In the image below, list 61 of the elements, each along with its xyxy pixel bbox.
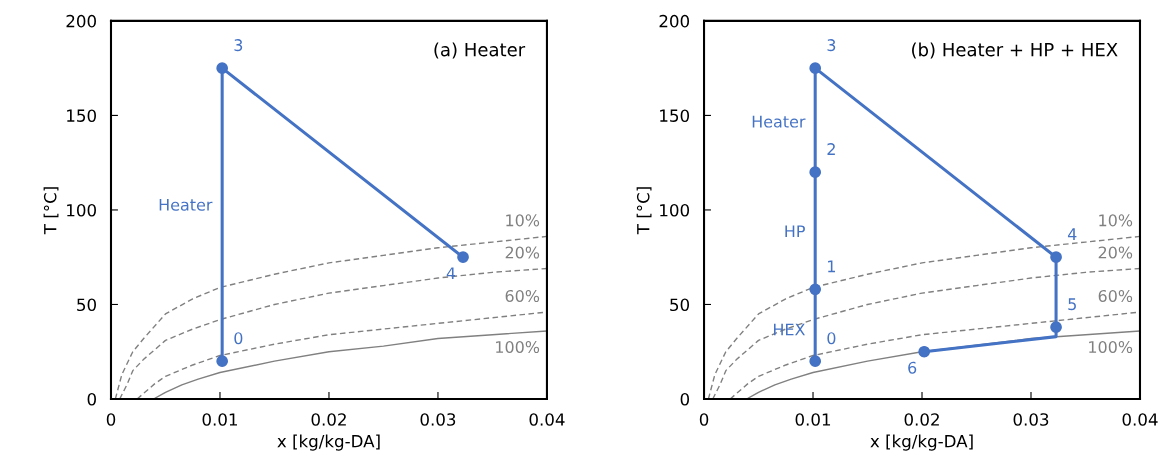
annotation: 10% [506,214,540,227]
text: (b) Heater + HP + HEX [912,42,1118,59]
annotation: 0 [827,332,836,345]
y-tick-label: 200 [659,14,690,28]
y-tick-label: 50 [670,298,690,312]
line-series [152,330,547,399]
y-axis-title: T [°C] [43,187,59,235]
annotation: 0 [234,332,243,345]
y-tick-label: 100 [660,203,690,217]
annotation: 3 [827,39,836,52]
line-series [114,235,547,399]
x-tick-label: 0 [106,413,116,426]
x-tick-label: 0.04 [529,413,565,426]
x-axis-title: x [kg/kg-DA] [870,434,973,451]
point [216,355,229,368]
x-axis-title: x [kg/kg-DA] [277,434,380,451]
point [216,62,229,75]
y-tick-label: 0 [87,392,96,406]
y-tick-label: 50 [77,298,96,312]
annotation: 5 [1068,298,1076,311]
x-tick-label: 0.02 [311,413,346,426]
point [809,166,822,178]
point [918,345,931,358]
y-axis-title: T [°C] [636,187,652,235]
annotation: 60% [1098,289,1133,302]
x-tick-label: 0.01 [795,413,831,426]
annotation: 2 [827,143,835,155]
x-tick-label: 0.03 [1013,413,1049,426]
annotation: 20% [1098,246,1133,259]
x-tick-label: 0.04 [1122,413,1158,426]
annotation: 20% [505,246,540,259]
annotation: 3 [234,39,243,52]
x-tick-label: 0.01 [202,413,237,426]
x-tick-label: 0.03 [420,413,456,426]
annotation: 6 [908,361,917,374]
annotation: 100% [1089,340,1133,354]
y-tick-label: 100 [67,203,96,217]
annotation: Heater [752,115,806,128]
annotation: Heater [159,198,213,211]
y-tick-label: 150 [67,109,96,122]
annotation: 4 [446,267,456,280]
annotation: 4 [1067,228,1077,240]
annotation: 10% [1099,214,1133,227]
line-series [119,267,547,399]
annotation: 100% [496,340,540,354]
point [809,62,822,75]
text: (a) Heater [434,42,526,59]
point [809,283,822,296]
point [457,251,469,264]
point [809,355,822,368]
x-tick-label: 0 [699,413,709,426]
y-tick-label: 150 [660,109,690,122]
annotation: 1 [828,260,835,273]
annotation: 60% [505,289,540,302]
annotation: HEX [774,323,805,336]
y-tick-label: 200 [66,14,96,28]
point [1050,321,1062,334]
y-tick-label: 0 [680,392,690,406]
x-tick-label: 0.02 [904,413,939,426]
annotation: HP [785,225,805,238]
point [1050,251,1062,264]
